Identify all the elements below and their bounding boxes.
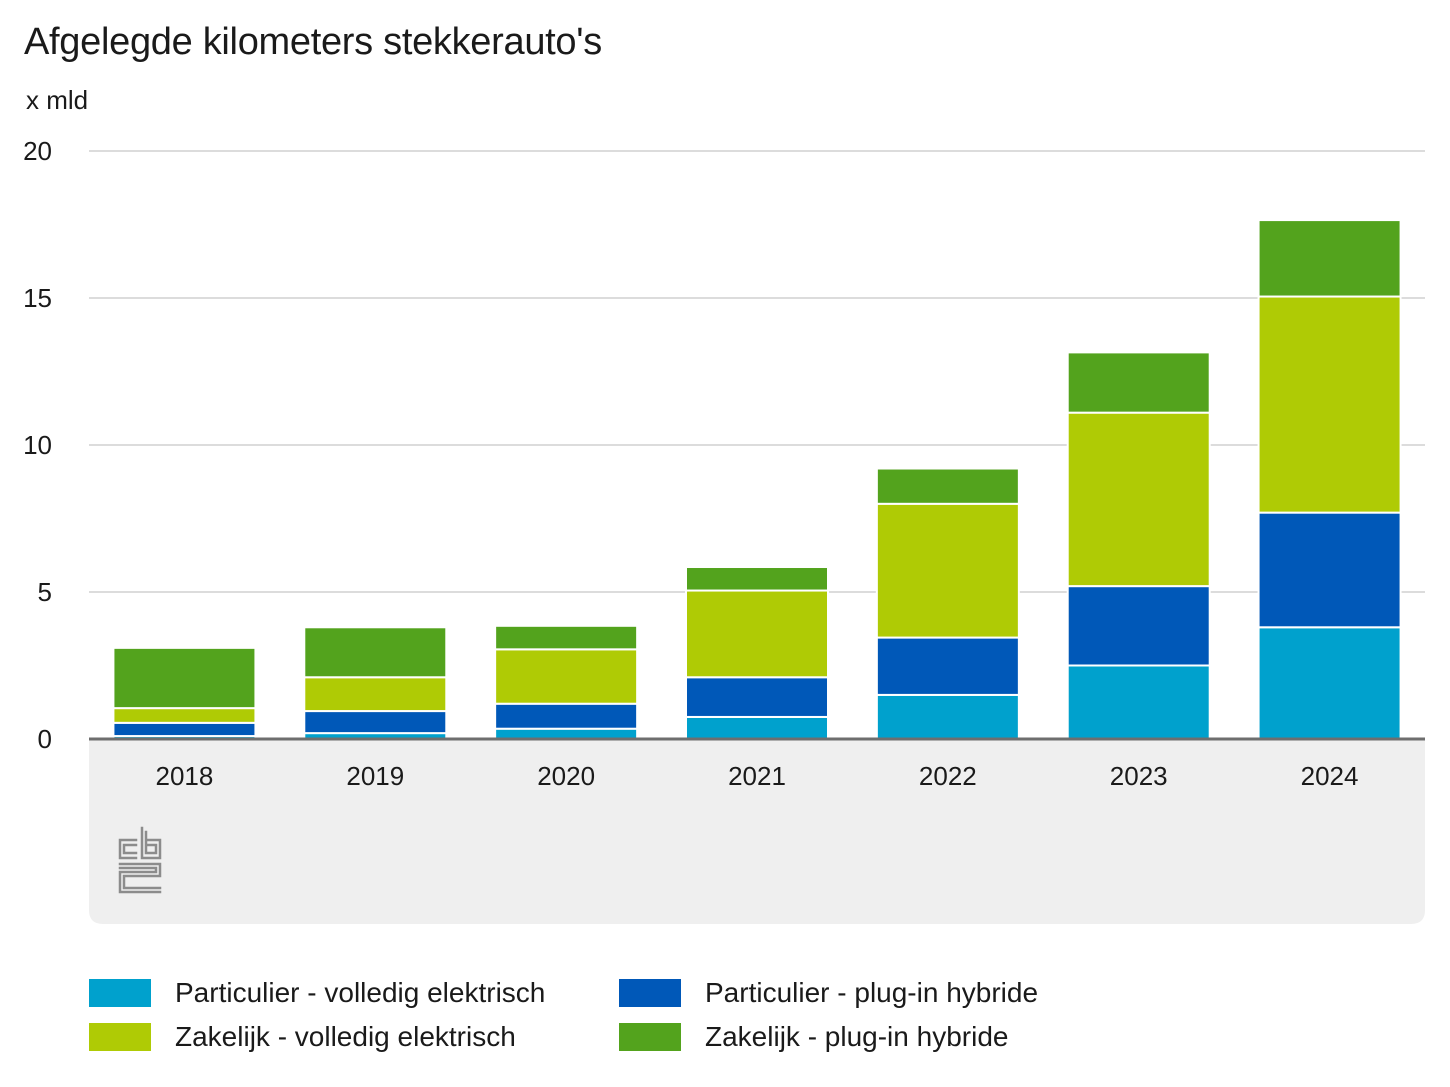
bar-segment [875, 502, 1020, 639]
x-tick-label: 2022 [919, 761, 977, 791]
logo-stroke [118, 866, 162, 894]
x-tick-label: 2018 [156, 761, 214, 791]
bars [112, 219, 1402, 741]
legend-swatch [89, 979, 151, 1007]
bar-segment [1257, 295, 1402, 514]
bar-segment [494, 702, 639, 730]
logo-stroke [118, 862, 162, 890]
y-tick-label: 0 [38, 724, 52, 754]
legend-label: Particulier - volledig elektrisch [175, 977, 546, 1008]
bar-segment [1066, 351, 1211, 414]
y-axis-unit-label: x mld [26, 85, 89, 115]
gridlines [89, 150, 1425, 593]
cbs-logo-icon [118, 826, 162, 894]
bar-segment [112, 646, 257, 710]
bar-segment [303, 676, 448, 713]
x-axis-area-background [89, 739, 1425, 924]
legend-item: Particulier - volledig elektrisch [89, 976, 545, 1010]
bar-segment [685, 566, 829, 592]
y-tick-label: 10 [23, 430, 52, 460]
y-tick-label: 20 [23, 136, 52, 166]
x-tick-label: 2024 [1301, 761, 1359, 791]
logo-stroke [140, 826, 162, 860]
x-tick-label: 2021 [728, 761, 786, 791]
stacked-bar-chart: 0 5 10 15 20 2018 2019 2020 2021 2022 2023 2024 [23, 136, 1425, 924]
y-tick-label: 15 [23, 283, 52, 313]
bar-segment [494, 648, 639, 705]
logo-stroke [144, 830, 158, 855]
bar-segment [112, 707, 257, 724]
logo-stroke [122, 843, 138, 855]
logo-stroke [118, 838, 138, 860]
legend-item: Zakelijk - volledig elektrisch [89, 1020, 516, 1054]
legend-swatch [89, 1023, 151, 1051]
y-tick-label: 5 [38, 577, 52, 607]
bar-segment [494, 727, 639, 741]
bar-segment [1066, 585, 1211, 667]
legend-label: Zakelijk - volledig elektrisch [175, 1021, 516, 1052]
x-tick-label: 2023 [1110, 761, 1168, 791]
bar-segment [685, 715, 829, 741]
bar-segment [1066, 664, 1211, 740]
legend-item: Zakelijk - plug-in hybride [619, 1020, 1008, 1054]
legend-swatch [619, 979, 681, 1007]
bar-segment [875, 467, 1020, 505]
bar-segment [685, 676, 829, 718]
bar-segment [112, 721, 257, 738]
y-tick-labels: 0 5 10 15 20 [23, 136, 52, 754]
bar-segment [1257, 511, 1402, 629]
bar-segment [685, 589, 829, 679]
bar-segment [303, 710, 448, 735]
x-tick-labels: 2018 2019 2020 2021 2022 2023 2024 [156, 761, 1359, 791]
x-tick-label: 2020 [537, 761, 595, 791]
bar-segment [1257, 626, 1402, 741]
legend-item: Particulier - plug-in hybride [619, 976, 1038, 1010]
chart-title: Afgelegde kilometers stekkerauto's [24, 21, 602, 63]
x-axis-area [89, 739, 1425, 924]
bar-segment [494, 624, 639, 651]
x-tick-label: 2019 [346, 761, 404, 791]
bar-segment [875, 693, 1020, 741]
bar-segment [875, 636, 1020, 696]
legend-label: Particulier - plug-in hybride [705, 977, 1039, 1008]
legend-swatch [619, 1023, 681, 1051]
bar-segment [1257, 219, 1402, 298]
bar-segment [303, 626, 448, 679]
bar-segment [1066, 411, 1211, 588]
legend-label: Zakelijk - plug-in hybride [705, 1021, 1009, 1052]
